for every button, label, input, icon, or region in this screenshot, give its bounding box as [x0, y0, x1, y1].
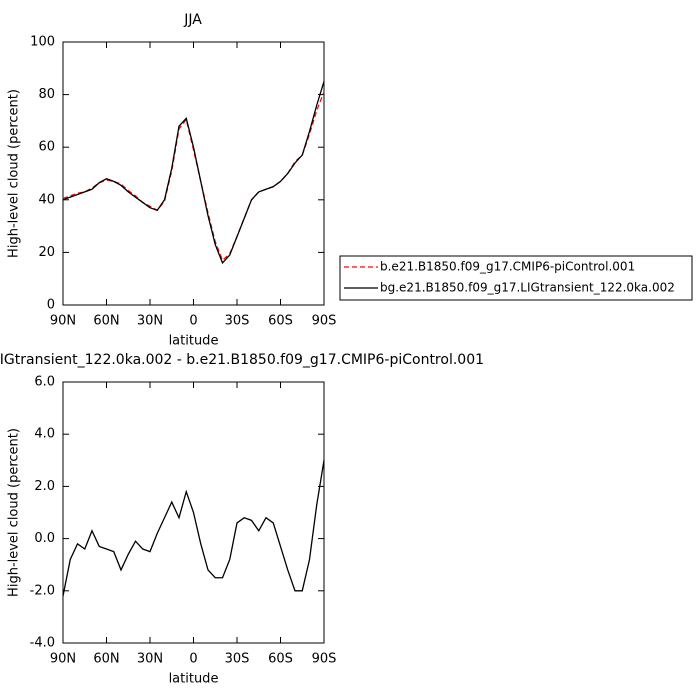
x-tick-label: 60N — [93, 652, 119, 667]
y-tick-label: 6.0 — [34, 375, 55, 390]
x-tick-label: 90S — [312, 314, 337, 329]
y-tick-label: 0.0 — [34, 531, 55, 546]
y-axis-label: High-level cloud (percent) — [7, 89, 22, 258]
chart-title: LIGtransient_122.0ka.002 - b.e21.B1850.f… — [0, 352, 484, 368]
y-tick-label: 80 — [38, 87, 55, 102]
y-tick-label: 60 — [38, 140, 55, 155]
x-tick-label: 90N — [50, 314, 76, 329]
x-tick-label: 60N — [93, 314, 119, 329]
y-tick-label: 4.0 — [34, 427, 55, 442]
x-tick-label: 90N — [50, 652, 76, 667]
x-axis-label: latitude — [169, 334, 219, 349]
data-line — [62, 460, 325, 597]
y-tick-label: -2.0 — [30, 583, 55, 598]
y-axis-label: High-level cloud (percent) — [7, 428, 22, 597]
x-axis-label: latitude — [169, 672, 219, 687]
x-tick-label: 90S — [312, 652, 337, 667]
plot-frame — [62, 381, 325, 644]
legend-label: b.e21.B1850.f09_g17.CMIP6-piControl.001 — [380, 260, 635, 274]
y-tick-label: 0 — [47, 298, 55, 313]
x-tick-label: 60S — [268, 314, 293, 329]
y-tick-label: 100 — [30, 35, 55, 50]
data-line — [62, 81, 325, 265]
chart-title: JJA — [183, 12, 202, 28]
y-tick-label: 2.0 — [34, 479, 55, 494]
y-tick-label: 40 — [38, 192, 55, 207]
x-tick-label: 30S — [225, 652, 250, 667]
x-tick-label: 0 — [189, 652, 197, 667]
x-tick-label: 60S — [268, 652, 293, 667]
x-tick-label: 30N — [137, 314, 163, 329]
legend-label: bg.e21.B1850.f09_g17.LIGtransient_122.0k… — [380, 281, 675, 295]
y-tick-label: 20 — [38, 245, 55, 260]
legend-box — [339, 255, 693, 301]
x-tick-label: 0 — [189, 314, 197, 329]
plot-frame — [62, 41, 325, 306]
x-tick-label: 30S — [225, 314, 250, 329]
x-tick-label: 30N — [137, 652, 163, 667]
y-tick-label: -4.0 — [30, 636, 55, 651]
